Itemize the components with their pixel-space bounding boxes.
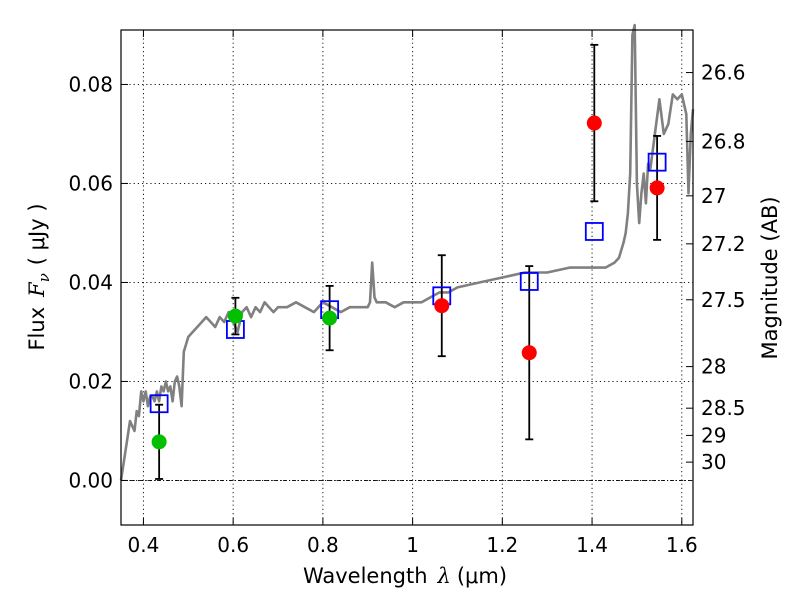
right-tick-label: 28.5 — [701, 396, 746, 420]
model-square-point — [519, 272, 539, 291]
y-tick-label: 0.04 — [68, 270, 113, 294]
data-points — [149, 115, 667, 450]
photometry-point — [649, 180, 665, 196]
x-tick-label: 1 — [406, 533, 419, 557]
right-tick-label: 28 — [701, 355, 726, 379]
x-tick-label: 0.6 — [217, 533, 249, 557]
y-tick-label: 0.06 — [68, 171, 113, 195]
right-tick-label: 26.6 — [701, 61, 746, 85]
y-axis-label: FluxFν( μJy ) — [25, 203, 53, 350]
right-axis-label: Magnitude (AB) — [758, 196, 782, 359]
model-square-point — [149, 394, 169, 414]
photometry-point — [322, 310, 338, 326]
photometry-point — [151, 434, 167, 450]
photometry-point — [521, 345, 537, 361]
right-tick-label: 27.2 — [701, 232, 746, 256]
x-tick-label: 0.4 — [128, 533, 160, 557]
right-tick-label: 27 — [701, 184, 726, 208]
y-axis-ticks: 0.00 0.02 0.04 0.06 0.08 — [68, 72, 128, 492]
x-tick-label: 1.2 — [486, 533, 518, 557]
plot-area-background — [121, 30, 693, 525]
x-tick-label: 1.6 — [666, 533, 698, 557]
x-tick-label: 0.8 — [307, 533, 339, 557]
y-tick-label: 0.02 — [68, 369, 113, 393]
y-tick-label: 0.00 — [68, 468, 113, 492]
model-spectrum — [119, 23, 695, 481]
right-tick-label: 27.5 — [701, 288, 746, 312]
right-tick-label: 29 — [701, 423, 726, 447]
spectrum-line — [119, 23, 695, 481]
right-tick-label: 30 — [701, 450, 726, 474]
y-tick-label: 0.08 — [68, 72, 113, 96]
model-square-point — [647, 152, 667, 172]
photometry-point — [434, 298, 450, 314]
x-axis-ticks: 0.4 0.6 0.8 1 1.2 1.4 1.6 — [128, 30, 698, 557]
right-axis-ticks: 26.6 26.8 27 27.2 27.5 28 28.5 29 30 — [686, 61, 746, 474]
plot-frame — [120, 29, 694, 526]
x-axis-label: Wavelength λ (μm) — [303, 564, 507, 588]
error-bars — [155, 43, 662, 480]
photometry-point — [227, 308, 243, 324]
model-square-point — [584, 222, 604, 241]
photometry-point — [586, 115, 602, 131]
right-tick-label: 26.8 — [701, 129, 746, 153]
x-tick-label: 1.4 — [576, 533, 608, 557]
